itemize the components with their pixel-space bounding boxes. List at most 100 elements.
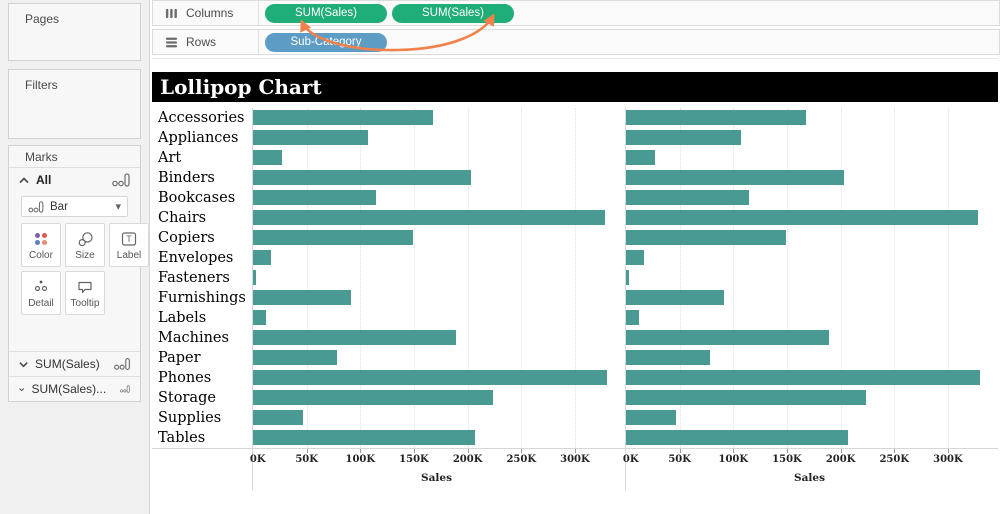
category-labels: Accessories Appliances Art Binders Bookcases… [152,108,252,448]
tooltip-button-label: Tooltip [70,297,100,309]
category-label[interactable]: Chairs [158,210,207,226]
bar[interactable] [626,430,849,445]
pages-label: Pages [25,12,60,26]
category-label[interactable]: Art [158,150,182,166]
label-t-icon: T [121,231,137,246]
axis-tick-label: 300K [933,454,963,465]
tooltip-button[interactable]: Tooltip [65,271,105,315]
detail-dots-icon [34,280,48,291]
category-label[interactable]: Copiers [158,230,215,246]
chevron-down-icon [19,387,25,391]
bar[interactable] [626,390,867,405]
bar[interactable] [626,330,830,345]
gridline [733,108,735,448]
pill-sum-sales-2[interactable]: SUM(Sales) [392,3,514,23]
bar[interactable] [253,170,472,185]
bar[interactable] [626,290,725,305]
category-label[interactable]: Fasteners [158,270,230,286]
pages-shelf[interactable]: Pages [8,3,141,61]
category-label[interactable]: Paper [158,350,201,366]
bar-row [253,408,620,428]
pill-sum-sales-1[interactable]: SUM(Sales) [265,3,387,23]
bar[interactable] [626,110,806,125]
bar[interactable] [253,230,414,245]
marks-card-all[interactable]: All [9,167,140,192]
pill-sub-category[interactable]: Sub-Category [265,32,387,52]
label-button-label: Label [116,249,142,261]
marks-card-sum-sales-2[interactable]: SUM(Sales)... [9,376,140,401]
bar[interactable] [253,410,304,425]
bar[interactable] [253,130,369,145]
bar[interactable] [626,350,711,365]
chart: Lollipop Chart Accessories Appliances Art B… [152,58,998,490]
gridline [947,108,949,448]
category-label[interactable]: Supplies [158,410,222,426]
bar[interactable] [253,370,608,385]
bar[interactable] [626,170,845,185]
axis-tick-mark [306,449,308,453]
mark-type-dropdown[interactable]: Bar ▾ [21,196,128,217]
bar[interactable] [626,190,750,205]
bar[interactable] [626,310,640,325]
bar[interactable] [253,350,338,365]
axis-tick-mark [786,449,788,453]
category-label[interactable]: Phones [158,370,212,386]
category-label[interactable]: Accessories [158,110,245,126]
bar-mark-icon [28,200,44,213]
rows-icon [165,37,178,47]
category-label[interactable]: Machines [158,330,229,346]
bar-panel-left [252,108,620,448]
bar[interactable] [253,210,606,225]
label-button[interactable]: T Label [109,223,149,267]
color-dots-icon [35,232,47,245]
bar[interactable] [253,150,283,165]
axis-tick-label: 100K [345,454,376,465]
category-label[interactable]: Furnishings [158,290,246,306]
bar[interactable] [626,370,981,385]
bar[interactable] [253,390,494,405]
bar[interactable] [253,330,457,345]
bar[interactable] [253,430,476,445]
category-label[interactable]: Envelopes [158,250,234,266]
rows-shelf-label: Rows [186,35,217,49]
bar[interactable] [626,210,979,225]
bar[interactable] [253,250,271,265]
bar[interactable] [253,310,267,325]
worksheet-area: Columns SUM(Sales) SUM(Sales) Rows Sub-C… [150,0,1000,514]
filters-shelf[interactable]: Filters [8,69,141,139]
marks-card-sum-sales-1[interactable]: SUM(Sales) [9,351,140,376]
bar[interactable] [253,290,352,305]
bar[interactable] [253,190,377,205]
color-button-label: Color [29,249,53,261]
category-label[interactable]: Binders [158,170,215,186]
category-label[interactable]: Labels [158,310,207,326]
detail-button[interactable]: Detail [21,271,61,315]
category-label[interactable]: Storage [158,390,216,406]
axis-tick-label: 250K [506,454,537,465]
bar-row [253,368,620,388]
bar[interactable] [626,410,677,425]
columns-shelf[interactable]: Columns SUM(Sales) SUM(Sales) [152,0,1000,26]
bar-row [626,348,993,368]
bar-row [253,188,620,208]
rows-shelf[interactable]: Rows Sub-Category [152,29,1000,55]
bar-row [253,208,620,228]
bar[interactable] [626,270,630,285]
category-label[interactable]: Bookcases [158,190,236,206]
bar[interactable] [626,250,644,265]
color-button[interactable]: Color [21,223,61,267]
axis-tick-label: 250K [879,454,910,465]
bar[interactable] [626,130,742,145]
gridline [360,108,362,448]
category-label[interactable]: Tables [158,430,206,446]
size-button[interactable]: Size [65,223,105,267]
bar[interactable] [253,270,257,285]
bar[interactable] [253,110,433,125]
axis-tick-mark [521,449,523,453]
bar-row [253,428,620,448]
bar[interactable] [626,150,656,165]
chevron-down-icon [19,361,28,367]
category-label[interactable]: Appliances [158,130,239,146]
bar[interactable] [626,230,787,245]
axis-tick-label: 0K [249,454,266,465]
